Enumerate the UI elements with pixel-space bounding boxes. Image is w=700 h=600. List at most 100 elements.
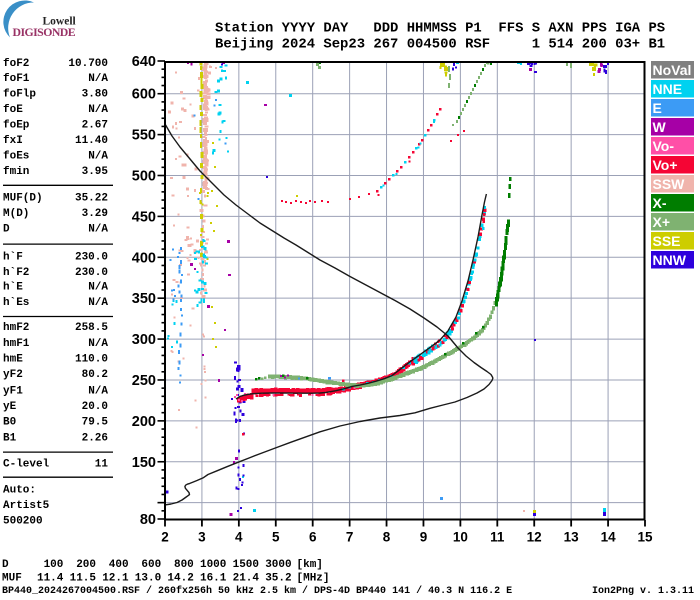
svg-text:230.0: 230.0	[75, 252, 108, 264]
svg-text:79.5: 79.5	[82, 417, 109, 429]
svg-text:13: 13	[564, 530, 580, 545]
svg-text:DIGISONDE: DIGISONDE	[13, 25, 76, 39]
svg-text:5: 5	[272, 530, 280, 545]
svg-text:8: 8	[383, 530, 391, 545]
svg-text:2.26: 2.26	[82, 433, 108, 445]
svg-text:14: 14	[601, 530, 617, 545]
svg-text:20.0: 20.0	[82, 401, 108, 413]
svg-text:16.1: 16.1	[200, 573, 227, 585]
svg-text:2.67: 2.67	[82, 120, 108, 132]
svg-text:Vo-: Vo-	[653, 138, 675, 154]
svg-text:h`F2: h`F2	[3, 267, 29, 279]
svg-text:yF2: yF2	[3, 369, 23, 381]
svg-text:N/A: N/A	[88, 151, 108, 163]
svg-text:NNW: NNW	[653, 252, 687, 268]
svg-text:3.29: 3.29	[82, 208, 108, 220]
svg-text:fmin: fmin	[3, 166, 29, 178]
svg-text:500: 500	[132, 169, 156, 185]
svg-text:foE: foE	[3, 104, 23, 116]
svg-text:1500: 1500	[233, 559, 259, 571]
svg-text:400: 400	[109, 559, 129, 571]
svg-text:h`E: h`E	[3, 282, 23, 294]
svg-text:300: 300	[132, 332, 156, 348]
svg-text:550: 550	[132, 128, 156, 144]
svg-text:250: 250	[132, 373, 156, 389]
svg-text:4: 4	[235, 530, 243, 545]
svg-text:450: 450	[132, 209, 156, 225]
svg-text:10: 10	[453, 530, 468, 545]
svg-text:C-level: C-level	[3, 459, 50, 471]
svg-text:[km]: [km]	[297, 559, 323, 571]
svg-text:3.80: 3.80	[82, 89, 108, 101]
svg-text:11.40: 11.40	[75, 135, 108, 147]
svg-text:E: E	[653, 100, 662, 116]
svg-text:B0: B0	[3, 417, 16, 429]
svg-text:3000: 3000	[265, 559, 291, 571]
svg-text:Beijing 2024 Sep23 267 004500: Beijing 2024 Sep23 267 004500 RSF 1 514 …	[215, 37, 665, 53]
svg-text:N/A: N/A	[88, 282, 108, 294]
svg-text:3.95: 3.95	[82, 166, 109, 178]
svg-text:1000: 1000	[200, 559, 226, 571]
svg-text:NoVal: NoVal	[653, 62, 692, 78]
svg-text:Auto:: Auto:	[3, 484, 36, 496]
svg-text:Vo+: Vo+	[653, 157, 678, 173]
svg-text:11: 11	[95, 459, 109, 471]
svg-text:11.5: 11.5	[70, 573, 97, 585]
svg-text:15: 15	[637, 530, 653, 545]
svg-text:230.0: 230.0	[75, 267, 108, 279]
svg-text:Ion2Png v. 1.3.11: Ion2Png v. 1.3.11	[592, 586, 694, 597]
svg-text:258.5: 258.5	[75, 322, 108, 334]
svg-text:D: D	[2, 559, 9, 571]
svg-text:200: 200	[132, 414, 156, 430]
svg-text:foFlp: foFlp	[3, 89, 36, 101]
svg-text:12: 12	[527, 530, 542, 545]
svg-text:2: 2	[161, 530, 169, 545]
svg-text:14.2: 14.2	[167, 573, 193, 585]
svg-text:7: 7	[346, 530, 354, 545]
svg-text:SSE: SSE	[653, 233, 681, 249]
svg-text:foF1: foF1	[3, 73, 30, 85]
svg-text:150: 150	[132, 455, 156, 471]
svg-text:11: 11	[490, 530, 505, 545]
svg-text:foEp: foEp	[3, 120, 30, 132]
svg-text:N/A: N/A	[88, 297, 108, 309]
svg-text:W: W	[653, 119, 667, 135]
svg-text:fxI: fxI	[3, 135, 23, 147]
svg-text:yE: yE	[3, 401, 17, 413]
svg-text:640: 640	[132, 54, 156, 70]
svg-text:foF2: foF2	[3, 58, 29, 70]
svg-text:6: 6	[309, 530, 317, 545]
svg-text:N/A: N/A	[88, 73, 108, 85]
svg-text:MUF(D): MUF(D)	[3, 193, 43, 205]
svg-text:M(D): M(D)	[3, 208, 29, 220]
svg-text:X-: X-	[653, 195, 667, 211]
svg-text:21.4: 21.4	[233, 573, 260, 585]
svg-text:800: 800	[174, 559, 194, 571]
svg-text:100: 100	[44, 559, 64, 571]
svg-text:Station YYYY DAY DDD HHMMSS: Station YYYY DAY DDD HHMMSS P1 FFS S AXN…	[215, 21, 665, 37]
svg-text:N/A: N/A	[88, 223, 108, 235]
svg-text:600: 600	[141, 559, 161, 571]
svg-text:400: 400	[132, 250, 156, 266]
svg-text:Lowell: Lowell	[43, 15, 76, 27]
svg-text:BP440_2024267004500.RSF / 260f: BP440_2024267004500.RSF / 260fx256h 50 k…	[2, 585, 512, 597]
svg-text:N/A: N/A	[88, 104, 108, 116]
svg-text:11.4: 11.4	[37, 573, 64, 585]
svg-text:NNE: NNE	[653, 81, 683, 97]
svg-text:h`F: h`F	[3, 252, 23, 264]
svg-text:yF1: yF1	[3, 385, 23, 397]
svg-text:X+: X+	[653, 214, 671, 230]
svg-text:350: 350	[132, 291, 156, 307]
svg-text:9: 9	[420, 530, 428, 545]
svg-text:3: 3	[198, 530, 206, 545]
svg-text:h`Es: h`Es	[3, 297, 29, 309]
svg-text:35.2: 35.2	[265, 573, 291, 585]
svg-text:SSW: SSW	[653, 176, 686, 192]
svg-text:N/A: N/A	[88, 338, 108, 350]
svg-text:B1: B1	[3, 433, 17, 445]
svg-text:80.2: 80.2	[82, 369, 108, 381]
svg-text:600: 600	[132, 87, 156, 103]
svg-text:12.1: 12.1	[102, 573, 129, 585]
svg-text:13.0: 13.0	[135, 573, 161, 585]
svg-text:D: D	[3, 223, 10, 235]
